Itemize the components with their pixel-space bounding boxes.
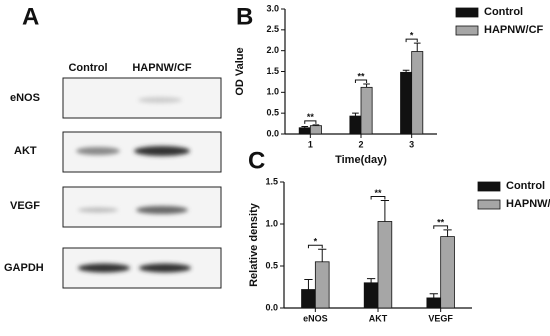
legend-swatch: [455, 7, 479, 18]
bar: [426, 297, 442, 309]
y-axis-title: OD Value: [234, 47, 246, 95]
row-label: eNOS: [10, 92, 40, 104]
band: [76, 147, 120, 155]
significance-bracket: [307, 244, 323, 249]
row-label: VEGF: [10, 200, 40, 212]
significance-bracket: [304, 120, 317, 124]
bar: [440, 236, 455, 309]
error-bar: [443, 229, 452, 237]
legend-label: HAPNW/CF: [484, 24, 544, 36]
bar: [400, 71, 413, 135]
x-axis-title: Time(day): [335, 154, 387, 166]
band: [78, 207, 118, 213]
significance-label: **: [374, 188, 382, 198]
bar: [360, 86, 373, 135]
x-tick-label: AKT: [369, 313, 388, 323]
error-bar: [380, 199, 390, 222]
column-label: Control: [68, 62, 107, 74]
row-label: AKT: [14, 145, 37, 157]
blot-strip: [62, 77, 222, 119]
x-tick-label: 3: [409, 139, 414, 149]
y-tick-label: 1.0: [266, 87, 279, 97]
y-tick-label: 2.0: [266, 45, 279, 55]
significance-label: **: [357, 71, 365, 81]
legend-swatch: [455, 25, 479, 36]
bar: [349, 115, 362, 135]
row-label: GAPDH: [4, 262, 44, 274]
bar: [309, 125, 322, 135]
panel-letter: A: [22, 3, 39, 30]
bar: [314, 261, 330, 309]
significance-bracket: [370, 195, 386, 200]
x-tick-label: eNOS: [303, 313, 328, 323]
band: [138, 97, 182, 103]
blot-strip: [62, 186, 222, 228]
significance-label: **: [437, 217, 445, 227]
legend-label: HAPNW/CF: [506, 198, 550, 210]
bar: [411, 51, 424, 135]
y-tick-label: 3.0: [266, 3, 279, 13]
legend-label: Control: [484, 6, 523, 18]
x-tick-label: VEGF: [428, 313, 453, 323]
x-tick-label: 1: [308, 139, 313, 149]
band: [134, 146, 190, 156]
y-tick-label: 1.5: [265, 176, 278, 186]
error-bar: [413, 42, 421, 52]
legend-swatch: [477, 181, 501, 192]
band: [139, 263, 191, 273]
legend-swatch: [477, 199, 501, 210]
error-bar: [363, 83, 370, 88]
panel-letter: B: [236, 3, 253, 30]
y-tick-label: 0.0: [265, 302, 278, 312]
significance-bracket: [433, 225, 449, 229]
band: [136, 206, 188, 214]
column-label: HAPNW/CF: [132, 62, 192, 74]
legend-label: Control: [506, 180, 545, 192]
y-tick-label: 0.5: [266, 108, 279, 118]
x-tick-label: 2: [358, 139, 363, 149]
y-axis-title: Relative density: [248, 202, 260, 287]
bar: [363, 282, 379, 309]
y-tick-label: 2.5: [266, 24, 279, 34]
error-bar: [402, 69, 410, 73]
significance-bracket: [405, 38, 418, 43]
error-bar: [366, 278, 376, 283]
bar: [377, 221, 393, 309]
significance-bracket: [354, 79, 368, 83]
error-bar: [318, 248, 327, 262]
significance-label: **: [307, 112, 315, 122]
y-tick-label: 0.5: [265, 260, 278, 270]
error-bar: [301, 126, 309, 128]
y-tick-label: 1.5: [266, 66, 279, 76]
significance-label: *: [410, 31, 414, 41]
error-bar: [429, 293, 438, 298]
significance-label: *: [314, 237, 318, 247]
bar: [298, 127, 311, 135]
y-tick-label: 1.0: [265, 218, 278, 228]
error-bar: [312, 124, 320, 126]
y-tick-label: 0.0: [266, 128, 279, 138]
band: [78, 263, 130, 273]
error-bar: [304, 278, 313, 290]
error-bar: [352, 112, 359, 117]
bar: [301, 289, 316, 309]
blot-panel: A Control HAPNW/CF eNOS AKT VEGF GAPDH: [4, 3, 222, 289]
panel-letter: C: [248, 147, 265, 174]
